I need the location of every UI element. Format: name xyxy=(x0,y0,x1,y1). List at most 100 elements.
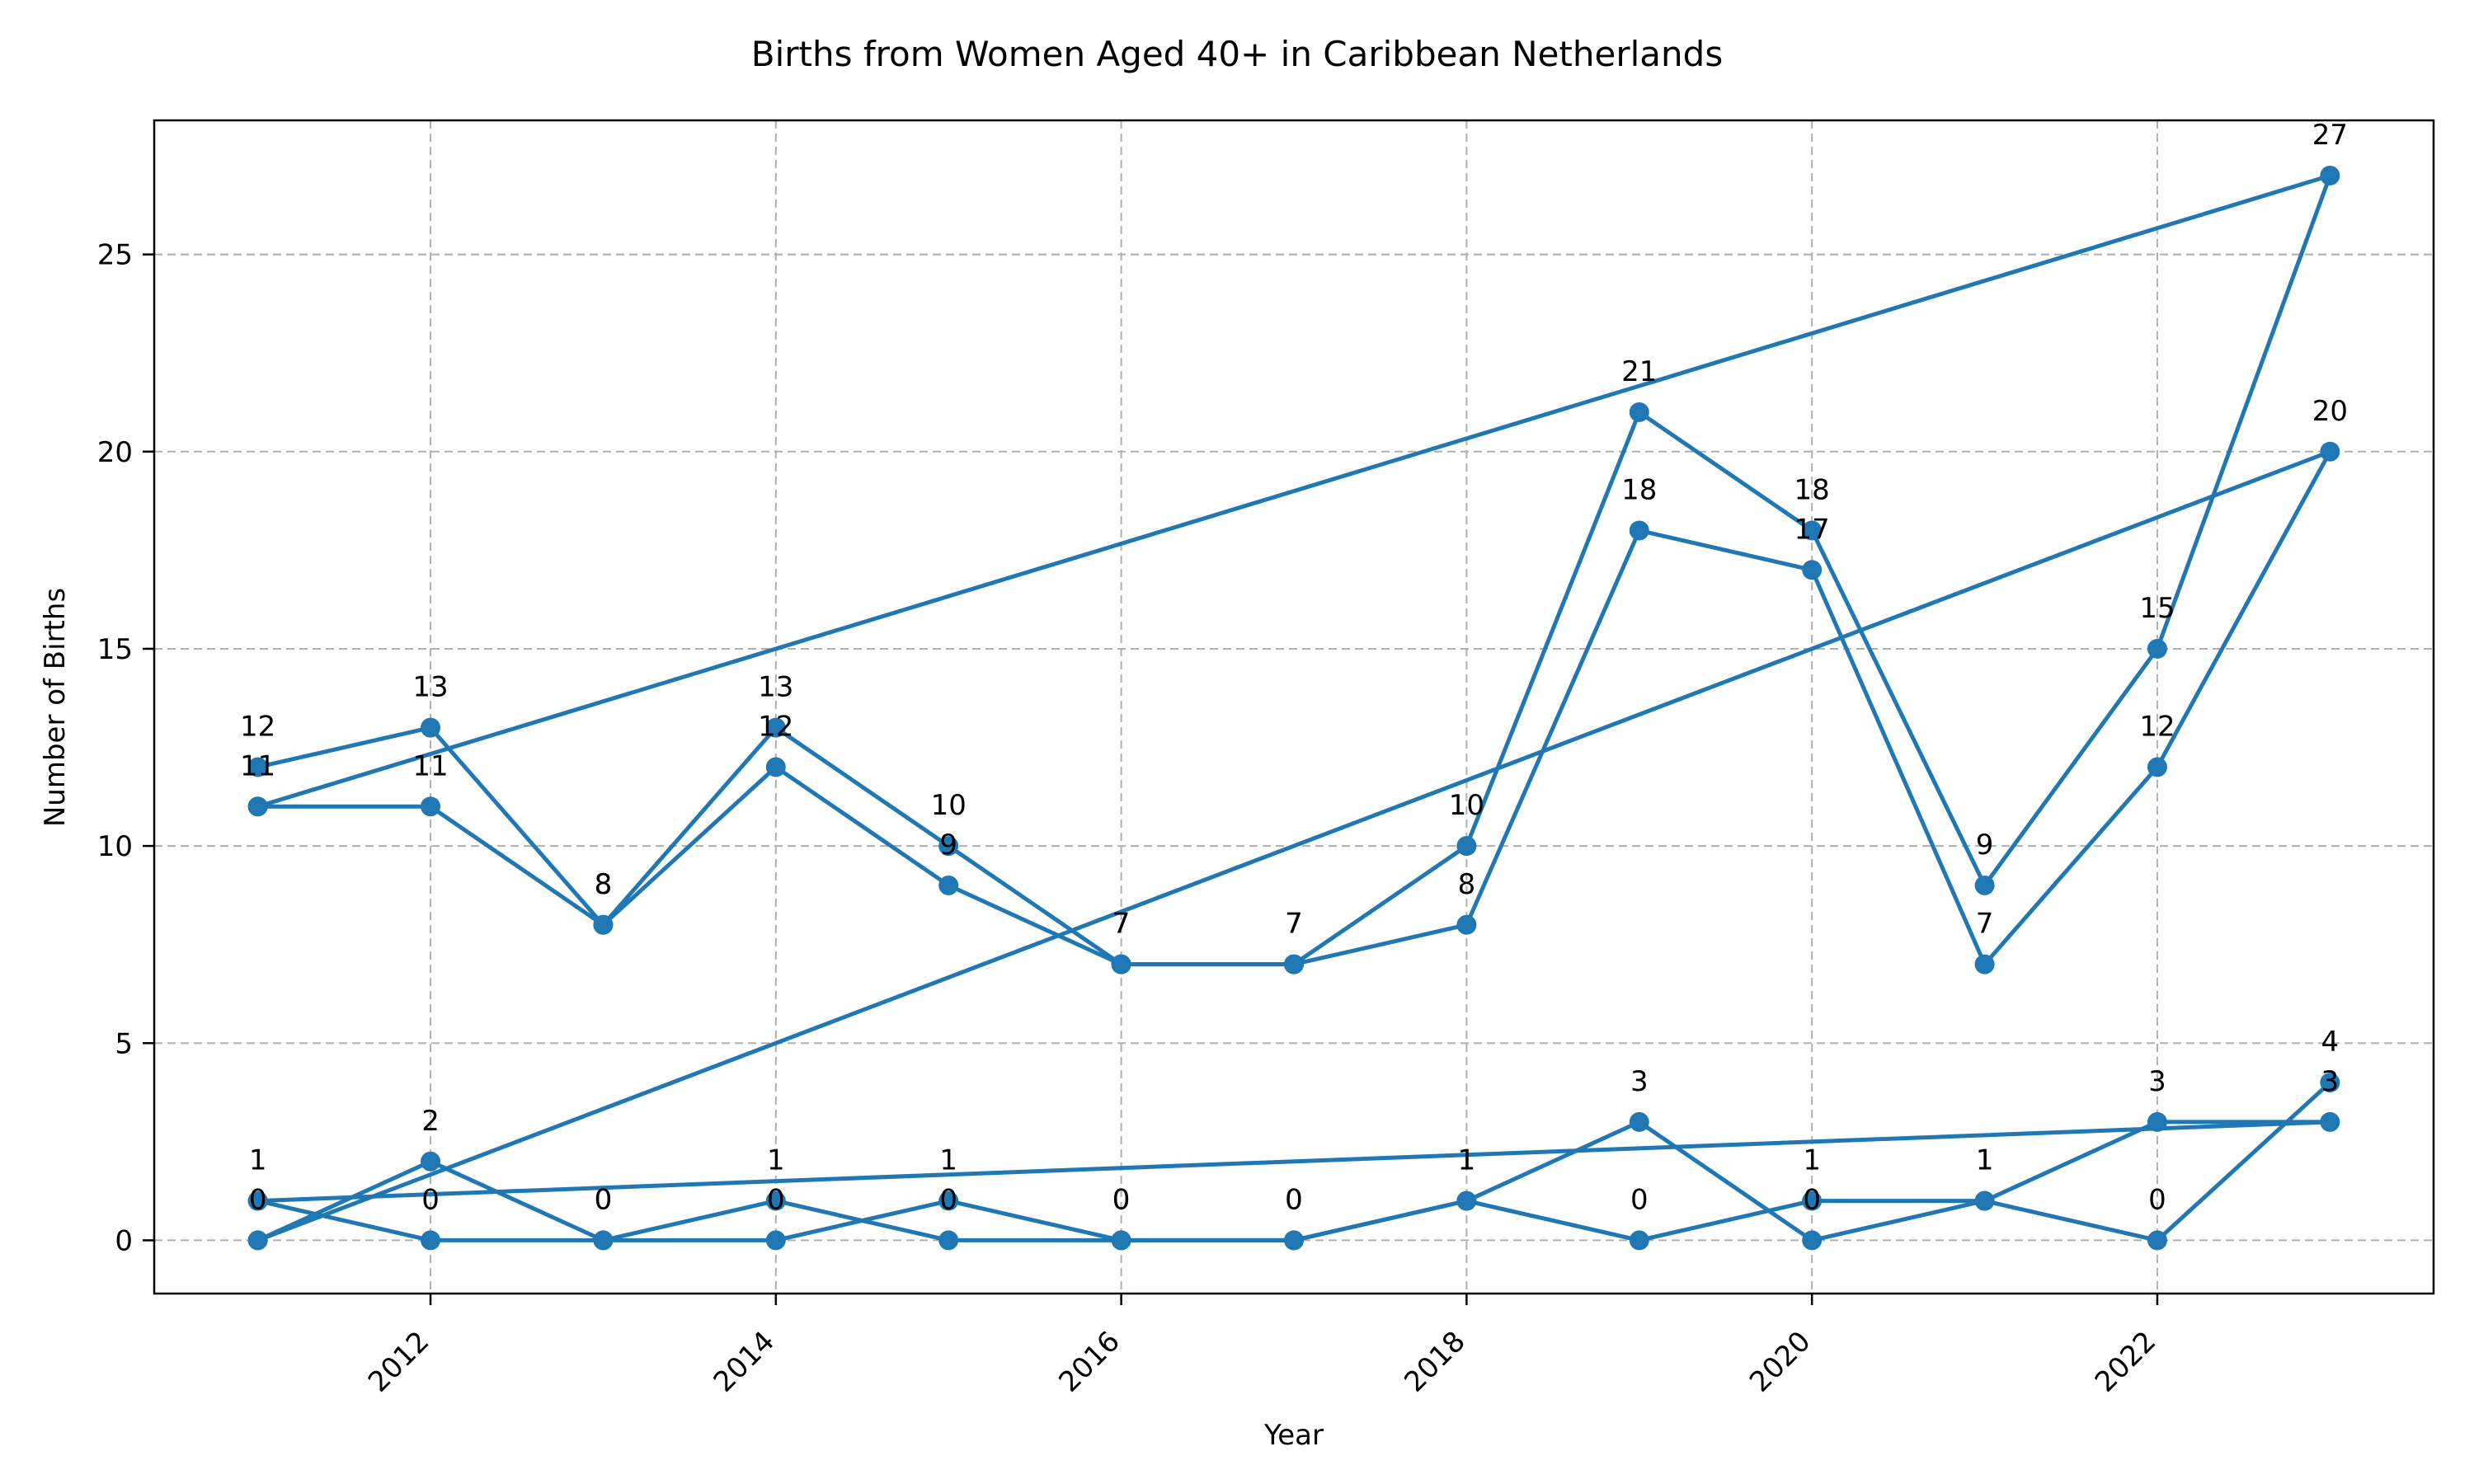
series-group xyxy=(247,165,2340,1251)
data-point xyxy=(593,1230,614,1251)
data-label: 9 xyxy=(939,829,957,862)
data-label: 9 xyxy=(1976,829,1994,862)
data-label: 0 xyxy=(1112,1183,1131,1216)
data-label: 0 xyxy=(421,1183,440,1216)
data-label: 7 xyxy=(1285,908,1303,941)
data-label: 0 xyxy=(2148,1183,2166,1216)
data-label: 3 xyxy=(2148,1065,2166,1098)
data-label: 8 xyxy=(595,868,613,901)
plot-frame xyxy=(153,119,2435,1295)
data-label: 12 xyxy=(758,710,793,743)
data-point xyxy=(765,1190,786,1211)
data-point xyxy=(1629,520,1649,541)
data-point xyxy=(1456,1190,1477,1211)
data-label: 7 xyxy=(1112,908,1131,941)
data-point xyxy=(938,875,959,895)
series-line-1 xyxy=(256,173,2332,967)
data-label: 10 xyxy=(1449,789,1484,822)
data-point xyxy=(938,836,959,857)
data-point xyxy=(421,796,441,817)
data-label: 0 xyxy=(939,1183,957,1216)
data-point xyxy=(765,1230,786,1251)
data-label: 18 xyxy=(1794,473,1830,506)
data-point xyxy=(1284,954,1304,974)
data-point xyxy=(2320,165,2340,186)
data-label: 4 xyxy=(2321,1026,2340,1059)
data-label: 7 xyxy=(1112,908,1131,941)
data-point xyxy=(1111,1230,1131,1251)
data-point xyxy=(2147,1230,2167,1251)
data-label: 15 xyxy=(2139,592,2175,625)
data-point xyxy=(765,717,786,738)
data-label: 8 xyxy=(595,868,613,901)
data-point xyxy=(247,796,268,817)
data-point xyxy=(247,757,268,777)
data-point xyxy=(421,717,441,738)
data-label: 27 xyxy=(2312,119,2348,152)
chart-title: Births from Women Aged 40+ in Caribbean … xyxy=(751,34,1723,74)
data-point xyxy=(2320,441,2340,462)
data-label: 3 xyxy=(1630,1065,1649,1098)
data-point xyxy=(1974,954,1995,974)
x-tick-label: 2012 xyxy=(362,1325,435,1398)
data-label: 13 xyxy=(412,671,448,704)
data-point xyxy=(421,1151,441,1172)
data-label: 12 xyxy=(240,710,275,743)
y-axis-label: Number of Births xyxy=(39,588,72,827)
y-axis: 0 5 10 15 20 25 xyxy=(97,239,154,1257)
data-point xyxy=(1456,836,1477,857)
data-label: 10 xyxy=(931,789,967,822)
data-label: 1 xyxy=(1458,1144,1476,1177)
data-point xyxy=(1284,1230,1304,1251)
data-label: 1 xyxy=(249,1144,267,1177)
data-label: 0 xyxy=(595,1183,613,1216)
y-tick-label: 0 xyxy=(115,1224,133,1257)
data-point xyxy=(593,914,614,935)
grid xyxy=(154,120,2434,1294)
data-label: 1 xyxy=(767,1144,785,1177)
data-label: 7 xyxy=(1976,908,1994,941)
x-axis: 2012 2014 2016 2018 2020 2022 xyxy=(362,1294,2162,1399)
data-point xyxy=(2320,1111,2340,1132)
data-label: 1 xyxy=(1976,1144,1994,1177)
data-label: 18 xyxy=(1621,473,1657,506)
y-tick-label: 15 xyxy=(97,633,133,666)
data-label: 0 xyxy=(249,1183,267,1216)
data-label: 8 xyxy=(1458,868,1476,901)
data-point xyxy=(421,1230,441,1251)
x-tick-label: 2020 xyxy=(1743,1325,1817,1398)
data-label: 0 xyxy=(1112,1183,1131,1216)
data-point xyxy=(2320,1073,2340,1093)
data-label: 0 xyxy=(1285,1183,1303,1216)
data-point xyxy=(1456,914,1477,935)
data-label: 17 xyxy=(1794,513,1830,546)
y-tick-label: 5 xyxy=(115,1027,133,1060)
data-label: 13 xyxy=(758,671,793,704)
data-point xyxy=(1974,1190,1995,1211)
data-point xyxy=(1629,1230,1649,1251)
data-point xyxy=(247,1230,268,1251)
y-tick-label: 20 xyxy=(97,436,133,469)
data-label: 21 xyxy=(1621,355,1657,388)
data-label: 0 xyxy=(767,1183,785,1216)
data-label: 11 xyxy=(240,749,275,782)
x-tick-label: 2022 xyxy=(2089,1325,2162,1398)
data-label: 1 xyxy=(1458,1144,1476,1177)
data-label: 0 xyxy=(1803,1183,1821,1216)
data-label: 2 xyxy=(421,1105,440,1138)
data-point xyxy=(1802,1190,1823,1211)
series-line-2 xyxy=(256,449,2332,1242)
data-point xyxy=(1802,1230,1823,1251)
data-point xyxy=(1111,954,1131,974)
data-point xyxy=(1629,1111,1649,1132)
x-tick-label: 2014 xyxy=(708,1325,781,1398)
data-point xyxy=(2147,638,2167,659)
data-label: 0 xyxy=(595,1183,613,1216)
data-point xyxy=(1974,875,1995,895)
data-point xyxy=(938,1190,959,1211)
data-point xyxy=(765,757,786,777)
data-label: 1 xyxy=(1803,1144,1821,1177)
y-tick-label: 10 xyxy=(97,830,133,863)
